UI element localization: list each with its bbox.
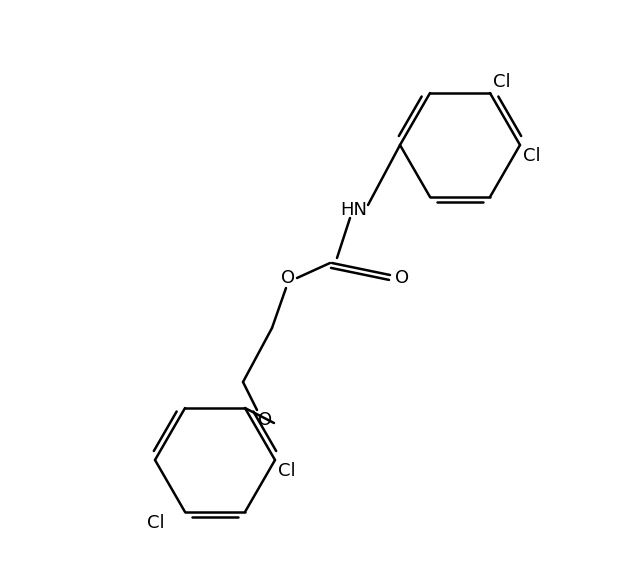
Text: HN: HN	[340, 201, 367, 219]
Text: O: O	[281, 269, 295, 287]
Text: O: O	[395, 269, 409, 287]
Text: Cl: Cl	[493, 73, 511, 91]
Text: O: O	[258, 411, 272, 429]
Text: Cl: Cl	[278, 462, 296, 480]
Text: Cl: Cl	[523, 147, 541, 165]
Text: Cl: Cl	[147, 514, 164, 532]
